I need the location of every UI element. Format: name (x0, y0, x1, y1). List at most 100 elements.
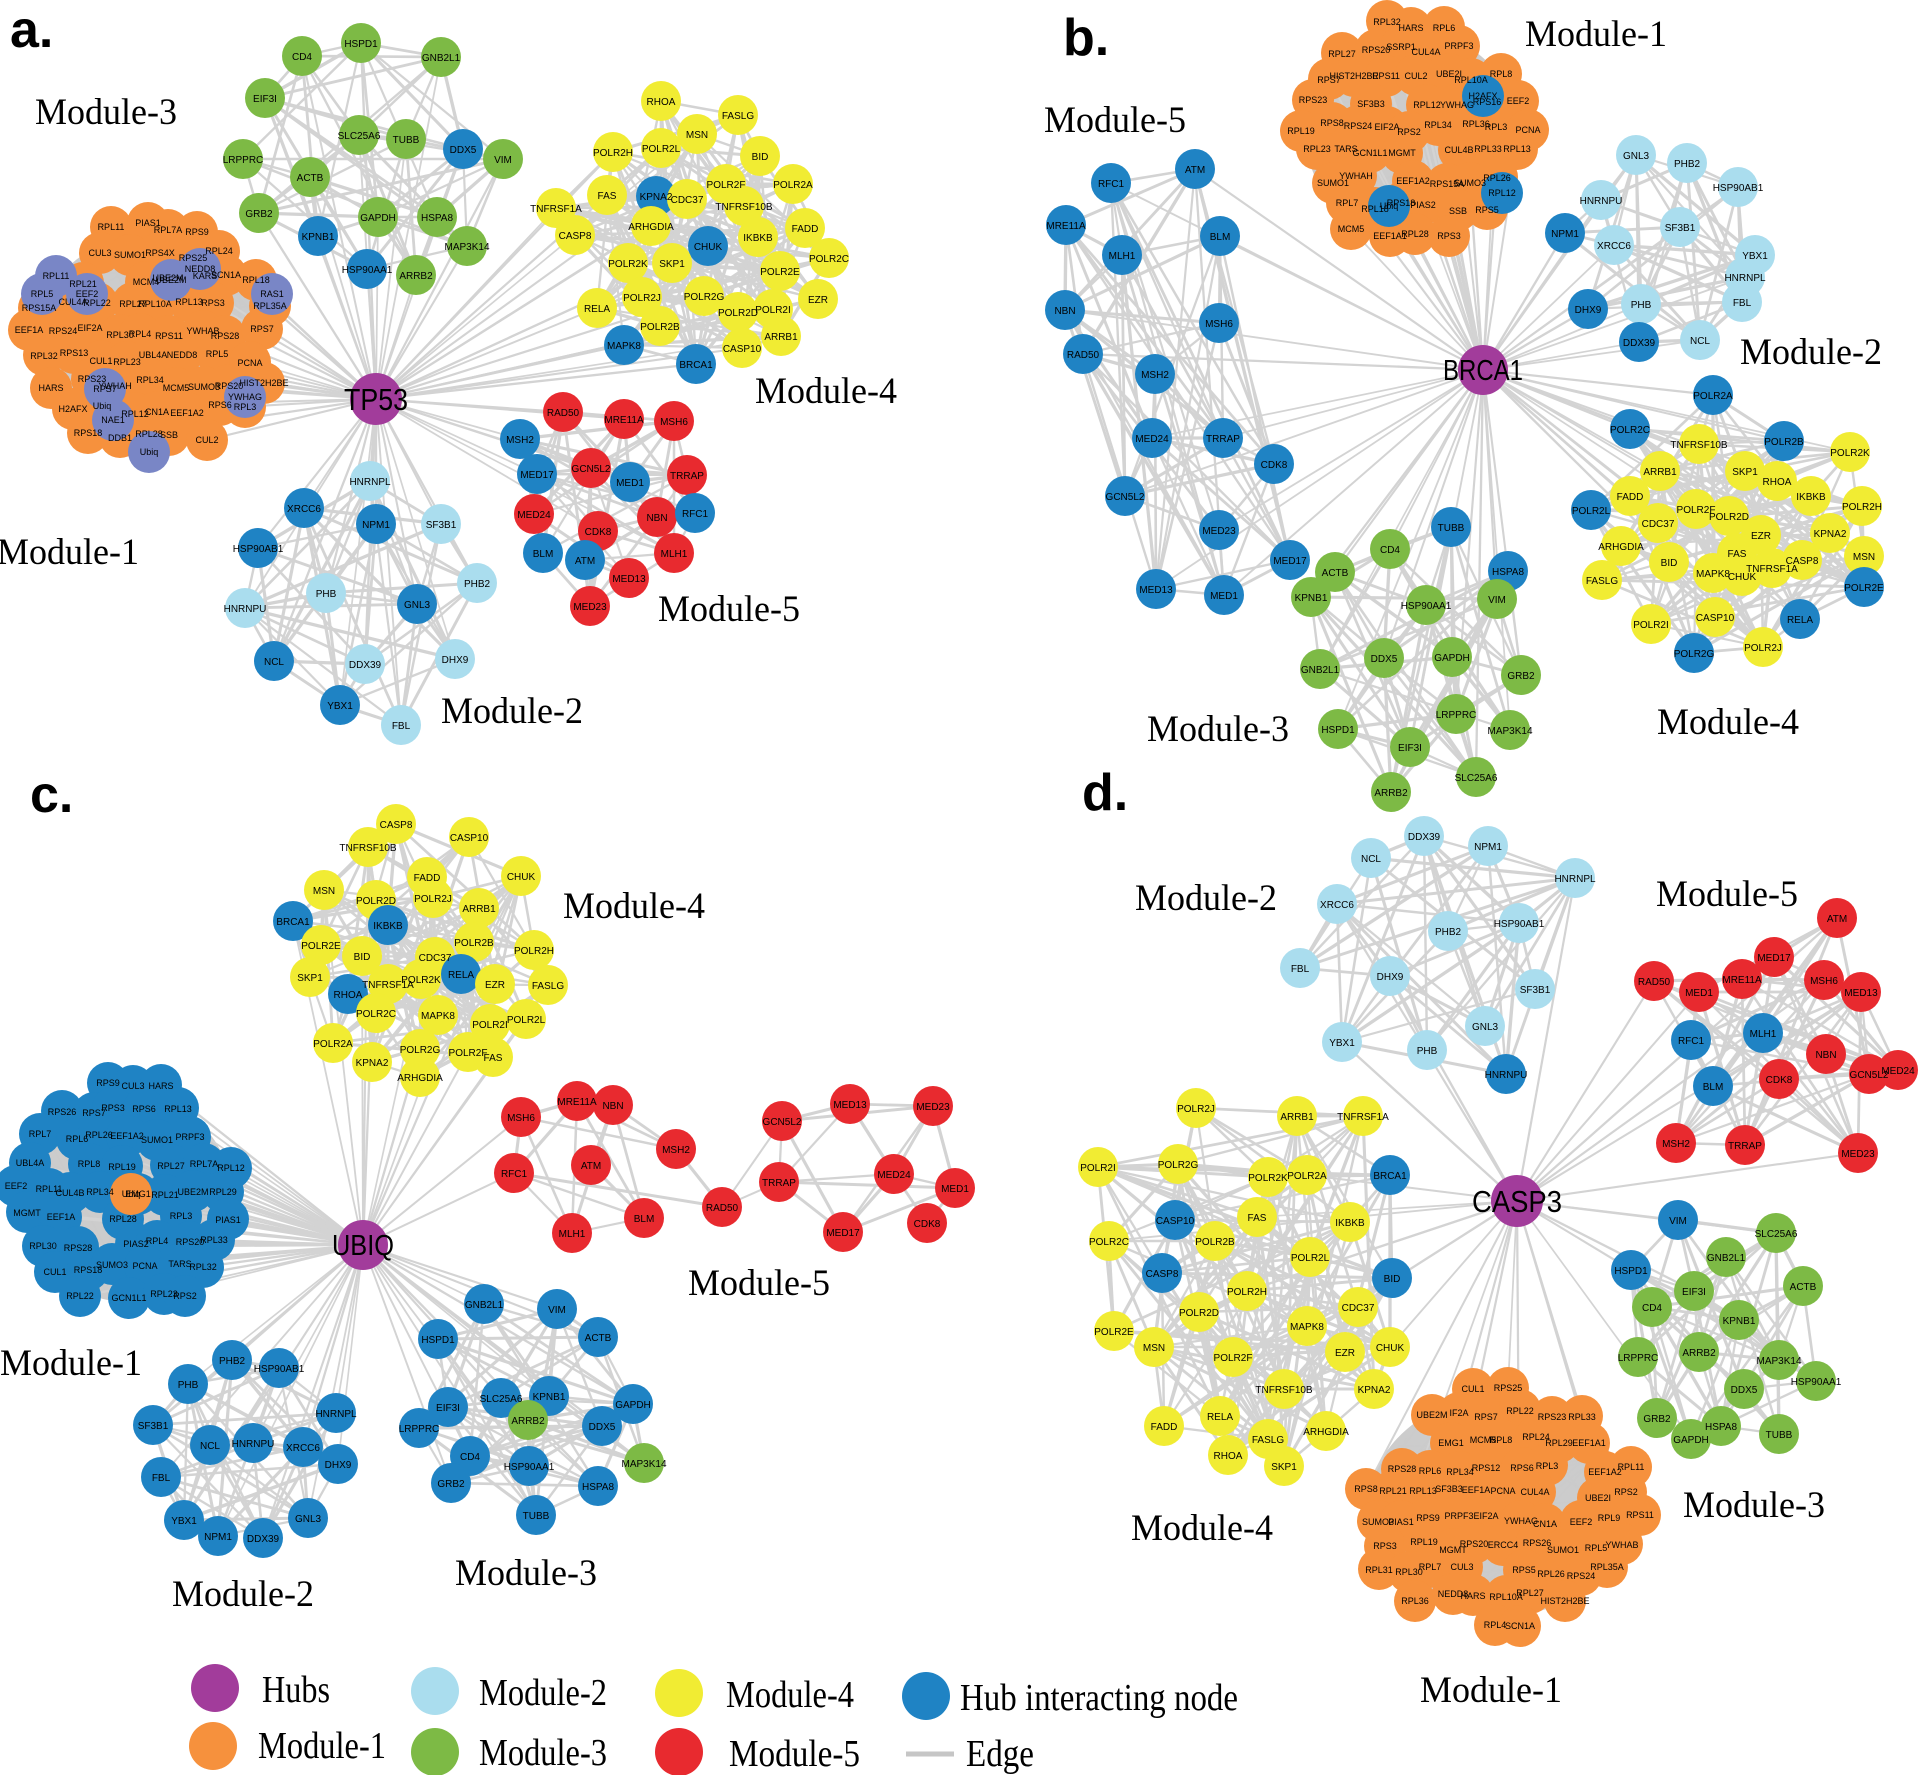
svg-text:IKBKB: IKBKB (1796, 492, 1826, 503)
svg-text:RPS7: RPS7 (1474, 1412, 1498, 1422)
svg-text:RPS18: RPS18 (74, 1265, 103, 1275)
svg-text:RPL4: RPL4 (146, 1236, 169, 1246)
svg-text:YBX1: YBX1 (1742, 251, 1768, 262)
svg-text:RPS15A: RPS15A (1430, 179, 1465, 189)
svg-text:PCNA: PCNA (237, 358, 262, 368)
svg-text:NCL: NCL (1690, 336, 1710, 347)
svg-text:ARRB1: ARRB1 (1280, 1112, 1314, 1123)
svg-text:CUL3: CUL3 (121, 1081, 144, 1091)
svg-text:RPL23: RPL23 (1303, 144, 1331, 154)
svg-text:RAD50: RAD50 (1638, 977, 1671, 988)
svg-text:ARHGDIA: ARHGDIA (397, 1073, 443, 1084)
svg-text:RPS23: RPS23 (1299, 95, 1328, 105)
svg-text:CUL1: CUL1 (43, 1267, 66, 1277)
svg-text:HSPA8: HSPA8 (421, 213, 453, 224)
svg-text:NBN: NBN (1054, 306, 1075, 317)
svg-text:a.: a. (10, 1, 53, 59)
svg-text:PRPF3: PRPF3 (1444, 41, 1473, 51)
svg-text:RPS5: RPS5 (1475, 205, 1499, 215)
svg-text:HSP90AA1: HSP90AA1 (504, 1462, 555, 1473)
svg-text:FBL: FBL (152, 1473, 171, 1484)
svg-text:LRPPRC: LRPPRC (1618, 1353, 1659, 1364)
svg-text:CUL1: CUL1 (1461, 1384, 1484, 1394)
svg-text:RPS5: RPS5 (1512, 1565, 1536, 1575)
svg-text:SLC25A6: SLC25A6 (1455, 773, 1498, 784)
svg-text:DDX39: DDX39 (1408, 832, 1441, 843)
svg-text:ARHGDIA: ARHGDIA (1303, 1427, 1349, 1438)
svg-text:Module-5: Module-5 (1044, 100, 1186, 141)
svg-text:UBL4A: UBL4A (16, 1158, 45, 1168)
svg-text:MAP3K14: MAP3K14 (621, 1459, 666, 1470)
svg-text:MRE11A: MRE11A (1046, 221, 1086, 232)
svg-text:RPL5: RPL5 (1585, 1543, 1608, 1553)
svg-text:RPL22: RPL22 (1506, 1406, 1534, 1416)
svg-text:H2AFX: H2AFX (58, 404, 87, 414)
svg-text:UBE2M: UBE2M (1416, 1410, 1447, 1420)
svg-text:ACTB: ACTB (1790, 1282, 1817, 1293)
svg-text:CASP10: CASP10 (1156, 1216, 1195, 1227)
svg-text:ARRB1: ARRB1 (462, 904, 496, 915)
svg-text:RPL12: RPL12 (1488, 188, 1516, 198)
svg-text:RPL33: RPL33 (1568, 1412, 1596, 1422)
svg-text:RPS7: RPS7 (250, 324, 274, 334)
svg-text:DDX5: DDX5 (1371, 654, 1398, 665)
svg-text:Ubiq: Ubiq (140, 447, 159, 457)
svg-text:MLH1: MLH1 (1750, 1029, 1777, 1040)
svg-text:Module-3: Module-3 (1147, 709, 1289, 750)
svg-text:RPS2: RPS2 (1614, 1487, 1638, 1497)
svg-text:GCN1L1: GCN1L1 (1352, 148, 1387, 158)
svg-text:PHB2: PHB2 (464, 579, 491, 590)
svg-text:YWHAB: YWHAB (186, 326, 219, 336)
svg-text:RPL8: RPL8 (78, 1159, 101, 1169)
svg-text:EIF2A: EIF2A (77, 323, 102, 333)
svg-text:KPNB1: KPNB1 (533, 1392, 566, 1403)
svg-text:RPL3: RPL3 (1485, 122, 1508, 132)
svg-text:PHB: PHB (316, 589, 337, 600)
svg-text:GNB2L1: GNB2L1 (1301, 665, 1340, 676)
svg-text:SKP1: SKP1 (1271, 1462, 1297, 1473)
svg-text:ACTB: ACTB (1322, 568, 1349, 579)
svg-text:HSP90AB1: HSP90AB1 (1713, 183, 1764, 194)
svg-text:POLR2A: POLR2A (1693, 391, 1733, 402)
svg-text:MSH6: MSH6 (660, 417, 688, 428)
svg-text:POLR2I: POLR2I (1080, 1163, 1116, 1174)
svg-text:EEF2: EEF2 (76, 289, 99, 299)
svg-text:TNFRSF1A: TNFRSF1A (362, 980, 414, 991)
svg-text:CN1A: CN1A (1533, 1519, 1557, 1529)
svg-text:FAS: FAS (1248, 1213, 1267, 1224)
svg-text:RPL29: RPL29 (209, 1187, 237, 1197)
svg-text:RPS12: RPS12 (1472, 1463, 1501, 1473)
svg-text:MGMT: MGMT (13, 1208, 41, 1218)
svg-text:CD4: CD4 (1642, 1303, 1662, 1314)
svg-text:CUL2: CUL2 (1404, 71, 1427, 81)
svg-text:CASP8: CASP8 (559, 231, 592, 242)
svg-text:LRPPRC: LRPPRC (223, 155, 264, 166)
svg-text:YWHAH: YWHAH (98, 381, 132, 391)
svg-text:FADD: FADD (1151, 1422, 1178, 1433)
svg-text:RPL11: RPL11 (36, 1184, 63, 1194)
svg-text:VIM: VIM (494, 155, 512, 166)
svg-text:RPS18: RPS18 (1387, 198, 1416, 208)
svg-text:RPL27: RPL27 (157, 1161, 185, 1171)
svg-text:MLH1: MLH1 (661, 549, 688, 560)
svg-text:ARRB2: ARRB2 (399, 271, 433, 282)
svg-text:POLR2G: POLR2G (400, 1045, 441, 1056)
svg-text:MSH6: MSH6 (507, 1113, 535, 1124)
svg-text:VIM: VIM (548, 1305, 566, 1316)
svg-text:MED17: MED17 (826, 1228, 860, 1239)
svg-text:MAP3K14: MAP3K14 (1756, 1356, 1801, 1367)
svg-text:UBE2I: UBE2I (1585, 1493, 1611, 1503)
svg-text:EEF1A2: EEF1A2 (1588, 1467, 1622, 1477)
svg-text:DDX39: DDX39 (349, 660, 382, 671)
svg-text:MRE11A: MRE11A (604, 415, 644, 426)
svg-text:Module-2: Module-2 (172, 1574, 314, 1615)
svg-text:ATM: ATM (1827, 914, 1847, 925)
svg-text:RPS3: RPS3 (1373, 1541, 1397, 1551)
svg-text:HSP90AA1: HSP90AA1 (1791, 1377, 1842, 1388)
svg-text:DHX9: DHX9 (1575, 305, 1602, 316)
svg-text:HSPD1: HSPD1 (421, 1335, 455, 1346)
svg-text:MAPK8: MAPK8 (1290, 1322, 1324, 1333)
svg-text:POLR2B: POLR2B (1764, 437, 1804, 448)
svg-text:RPS28: RPS28 (211, 331, 240, 341)
svg-text:CHUK: CHUK (1376, 1343, 1405, 1354)
